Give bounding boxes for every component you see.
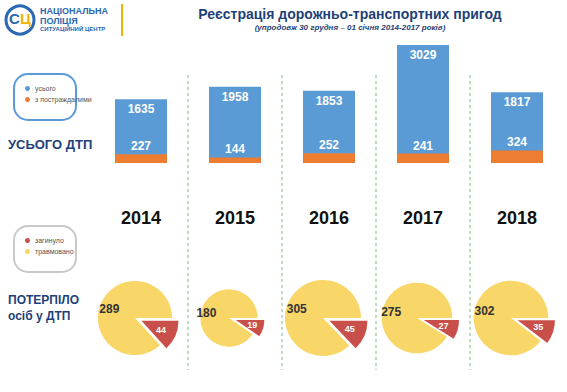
svg-text:осіб у ДТП: осіб у ДТП [8,309,70,323]
svg-text:241: 241 [413,139,433,153]
svg-text:(упродовж 30 грудня – 01 січня: (упродовж 30 грудня – 01 січня 2014-2017… [255,23,446,32]
svg-text:загинуло: загинуло [35,237,64,245]
svg-text:305: 305 [287,302,307,316]
svg-text:2014: 2014 [121,208,161,228]
svg-text:2018: 2018 [497,208,537,228]
svg-text:144: 144 [225,142,245,156]
svg-text:з постраждалими: з постраждалими [35,96,92,104]
svg-text:2015: 2015 [215,208,255,228]
svg-text:2017: 2017 [403,208,443,228]
svg-text:усього: усього [35,85,56,93]
svg-text:С: С [9,10,20,27]
svg-text:45: 45 [345,324,355,334]
svg-text:УСЬОГО ДТП: УСЬОГО ДТП [8,137,92,152]
svg-text:44: 44 [156,325,166,335]
svg-text:ПОТЕРПІЛО: ПОТЕРПІЛО [8,293,79,307]
svg-text:302: 302 [474,304,494,318]
svg-text:ПОЛІЦІЯ: ПОЛІЦІЯ [40,16,78,26]
svg-text:289: 289 [99,302,119,316]
svg-text:3029: 3029 [410,48,437,62]
svg-text:27: 27 [439,321,449,331]
svg-text:227: 227 [131,139,151,153]
svg-text:1958: 1958 [222,90,249,104]
svg-text:НАЦІОНАЛЬНА: НАЦІОНАЛЬНА [40,6,108,16]
svg-text:2016: 2016 [309,208,349,228]
svg-text:180: 180 [196,306,216,320]
svg-text:324: 324 [507,135,527,149]
svg-text:травмовано: травмовано [35,248,74,256]
svg-text:Ц: Ц [20,10,31,27]
svg-text:252: 252 [319,138,339,152]
svg-text:Реєстрація дорожньо-транспортн: Реєстрація дорожньо-транспортних пригод [198,6,502,22]
svg-text:1635: 1635 [128,102,155,116]
svg-text:275: 275 [381,305,401,319]
svg-text:СИТУАЦІЙНИЙ ЦЕНТР: СИТУАЦІЙНИЙ ЦЕНТР [40,25,105,32]
svg-text:1853: 1853 [316,94,343,108]
svg-text:35: 35 [533,322,543,332]
svg-text:19: 19 [247,320,257,330]
svg-text:1817: 1817 [504,95,531,109]
